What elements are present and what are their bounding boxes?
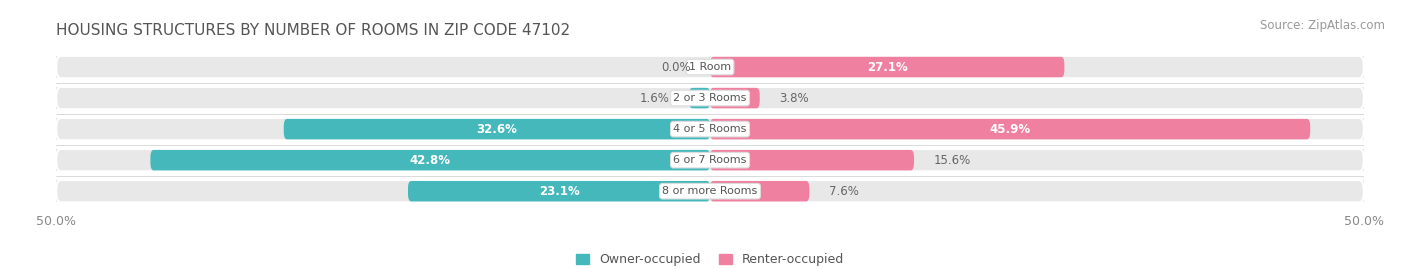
Text: 3.8%: 3.8%	[779, 91, 808, 105]
Text: 0.0%: 0.0%	[661, 61, 690, 73]
Text: 27.1%: 27.1%	[868, 61, 908, 73]
FancyBboxPatch shape	[710, 150, 914, 170]
FancyBboxPatch shape	[150, 150, 710, 170]
FancyBboxPatch shape	[408, 181, 710, 201]
FancyBboxPatch shape	[56, 149, 1364, 171]
Text: 42.8%: 42.8%	[409, 154, 451, 167]
Text: 4 or 5 Rooms: 4 or 5 Rooms	[673, 124, 747, 134]
Bar	[56, 87, 1364, 109]
Bar	[56, 180, 1364, 202]
Text: 45.9%: 45.9%	[990, 123, 1031, 136]
Text: 8 or more Rooms: 8 or more Rooms	[662, 186, 758, 196]
Bar	[56, 149, 1364, 171]
Text: 6 or 7 Rooms: 6 or 7 Rooms	[673, 155, 747, 165]
FancyBboxPatch shape	[56, 180, 1364, 202]
Text: 15.6%: 15.6%	[934, 154, 972, 167]
Text: 7.6%: 7.6%	[830, 185, 859, 198]
FancyBboxPatch shape	[710, 181, 810, 201]
Bar	[56, 56, 1364, 78]
Bar	[56, 118, 1364, 140]
FancyBboxPatch shape	[710, 88, 759, 108]
Text: Source: ZipAtlas.com: Source: ZipAtlas.com	[1260, 19, 1385, 32]
FancyBboxPatch shape	[284, 119, 710, 139]
Text: 23.1%: 23.1%	[538, 185, 579, 198]
Legend: Owner-occupied, Renter-occupied: Owner-occupied, Renter-occupied	[571, 248, 849, 269]
FancyBboxPatch shape	[689, 88, 710, 108]
Text: 32.6%: 32.6%	[477, 123, 517, 136]
FancyBboxPatch shape	[56, 56, 1364, 78]
FancyBboxPatch shape	[710, 57, 1064, 77]
Text: HOUSING STRUCTURES BY NUMBER OF ROOMS IN ZIP CODE 47102: HOUSING STRUCTURES BY NUMBER OF ROOMS IN…	[56, 23, 571, 38]
Text: 1 Room: 1 Room	[689, 62, 731, 72]
FancyBboxPatch shape	[56, 87, 1364, 109]
FancyBboxPatch shape	[710, 119, 1310, 139]
FancyBboxPatch shape	[56, 118, 1364, 140]
Text: 2 or 3 Rooms: 2 or 3 Rooms	[673, 93, 747, 103]
Text: 1.6%: 1.6%	[640, 91, 669, 105]
